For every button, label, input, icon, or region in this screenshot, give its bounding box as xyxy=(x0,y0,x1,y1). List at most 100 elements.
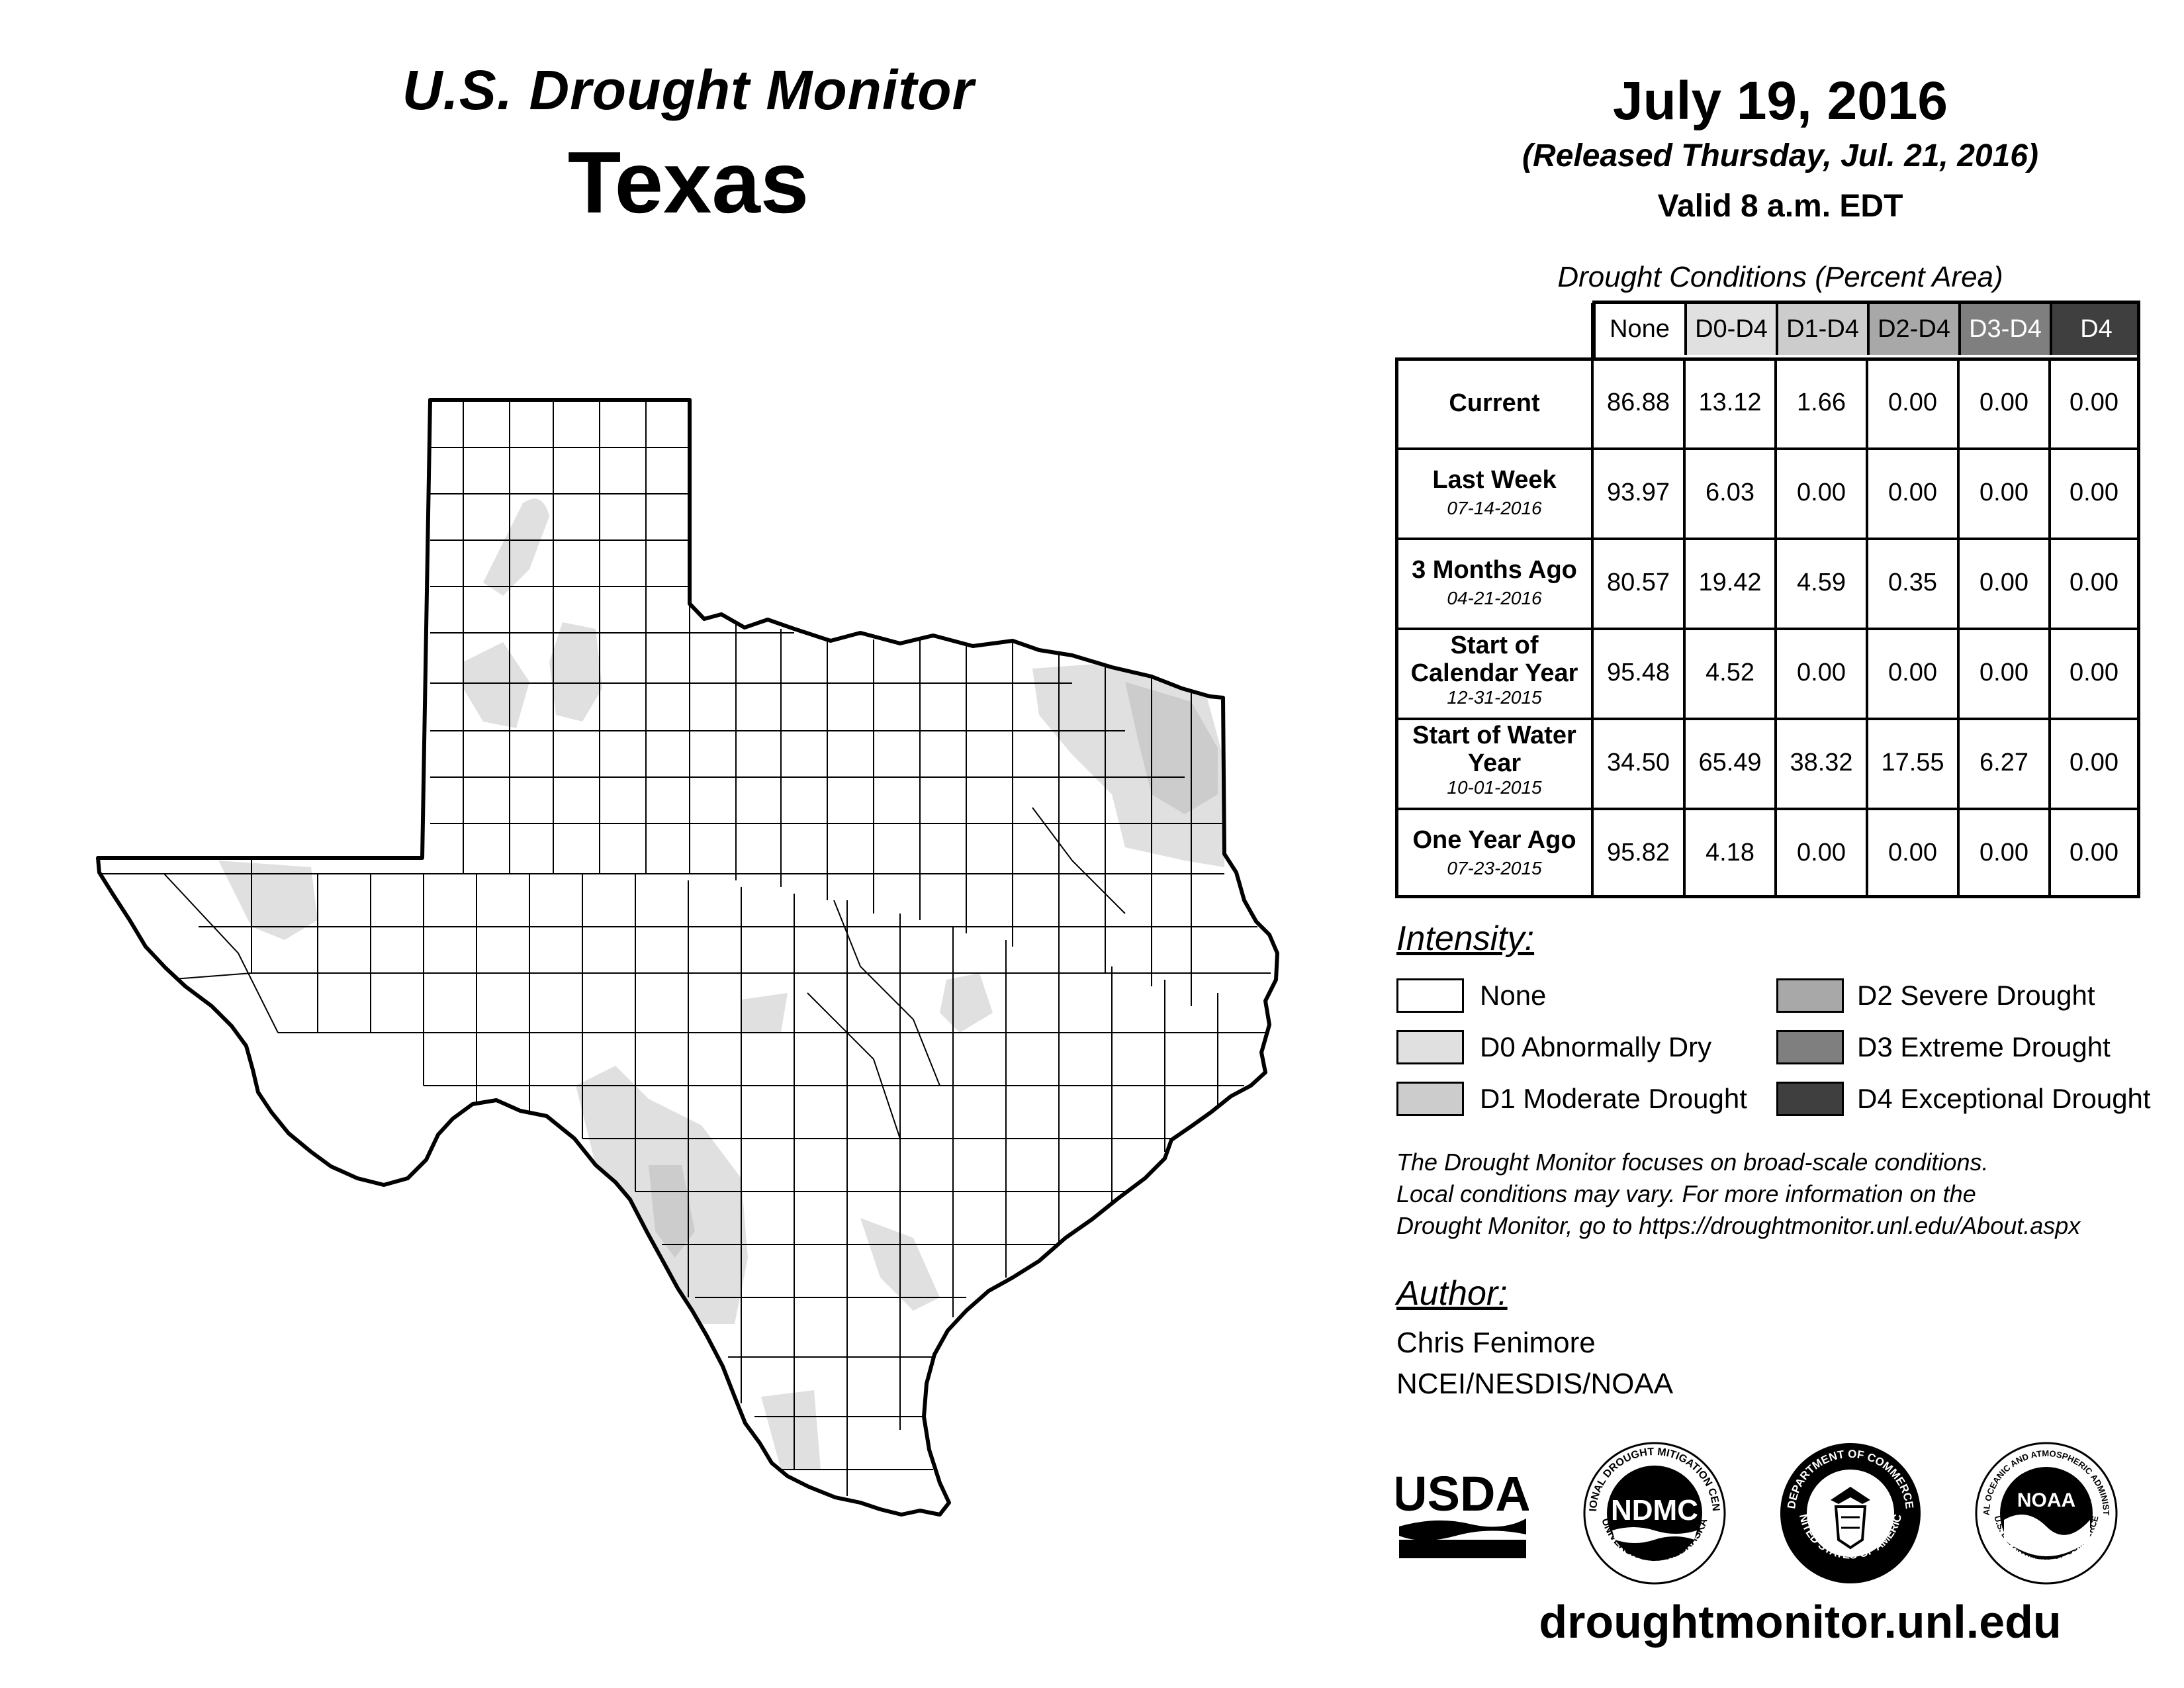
legend-label-d3: D3 Extreme Drought xyxy=(1857,1031,2111,1062)
row-date: 12-31-2015 xyxy=(1447,687,1542,708)
column-header-frame xyxy=(1592,301,2140,357)
ndmc-logo-text: NDMC xyxy=(1611,1494,1698,1526)
table-cell: 0.00 xyxy=(2070,568,2118,596)
row-date: 10-01-2015 xyxy=(1447,777,1542,798)
column-header-d3-d4: D3-D4 xyxy=(1958,303,2050,355)
noaa-logo-text: NOAA xyxy=(2017,1489,2075,1511)
row-label: One Year Ago xyxy=(1412,826,1576,854)
noaa-logo: NATIONAL OCEANIC AND ATMOSPHERIC ADMINIS… xyxy=(1974,1440,2118,1585)
d1-area-northeast xyxy=(1125,682,1218,814)
table-cell: 4.59 xyxy=(1797,568,1846,596)
legend-swatch-d4 xyxy=(1776,1082,1844,1116)
table-row-start-of-calendar-year: Start of Calendar Year 12-31-2015 xyxy=(1396,632,1592,708)
legend-swatch-d1 xyxy=(1396,1082,1464,1116)
table-cell: 65.49 xyxy=(1698,748,1762,776)
legend-label-d1: D1 Moderate Drought xyxy=(1480,1083,1747,1114)
table-cell: 1.66 xyxy=(1797,388,1846,416)
usda-logo-text: USDA xyxy=(1396,1466,1529,1521)
table-cell: 80.57 xyxy=(1606,568,1670,596)
legend-swatch-d0 xyxy=(1396,1030,1464,1064)
footer-url[interactable]: droughtmonitor.unl.edu xyxy=(1539,1596,2062,1648)
disclaimer-note: The Drought Monitor focuses on broad-sca… xyxy=(1396,1147,2184,1242)
table-divider xyxy=(1395,447,2140,450)
row-label: Current xyxy=(1449,389,1540,417)
conditions-caption: Drought Conditions (Percent Area) xyxy=(1557,261,2003,293)
state-title: Texas xyxy=(567,134,809,231)
table-cell: 0.35 xyxy=(1888,568,1937,596)
table-cell: 13.12 xyxy=(1698,388,1762,416)
d0-area-central xyxy=(940,973,993,1033)
author-org: NCEI/NESDIS/NOAA xyxy=(1396,1368,1674,1400)
table-cell: 0.00 xyxy=(1979,838,2028,867)
note-line: Drought Monitor, go to https://droughtmo… xyxy=(1396,1212,2081,1239)
table-cell: 0.00 xyxy=(1979,478,2028,506)
table-cell: 0.00 xyxy=(2070,748,2118,776)
row-label: Last Week xyxy=(1432,466,1557,494)
usda-logo: USDA xyxy=(1396,1466,1529,1558)
legend-title: Intensity: xyxy=(1396,919,1535,958)
table-cell: 0.00 xyxy=(2070,388,2118,416)
table-cell: 95.82 xyxy=(1606,838,1670,867)
legend-swatch-d3 xyxy=(1776,1030,1844,1064)
valid-time: Valid 8 a.m. EDT xyxy=(1657,189,1903,224)
table-cell: 17.55 xyxy=(1881,748,1944,776)
texas-drought-map xyxy=(0,0,1377,1688)
page-title: U.S. Drought Monitor xyxy=(402,59,975,121)
table-cell: 0.00 xyxy=(2070,838,2118,867)
table-cell: 95.48 xyxy=(1606,658,1670,686)
d0-area-panhandle xyxy=(483,498,549,596)
table-divider xyxy=(1395,808,2140,810)
table-cell: 0.00 xyxy=(1979,388,2028,416)
d0-area-valley xyxy=(761,1390,821,1470)
d0-area-west xyxy=(218,861,318,940)
column-header-d1-d4: D1-D4 xyxy=(1776,303,1867,355)
table-cell: 6.03 xyxy=(1706,478,1754,506)
legend-label-none: None xyxy=(1480,980,1547,1011)
table-cell: 0.00 xyxy=(1888,388,1937,416)
d1-area-south-texas xyxy=(649,1165,695,1258)
table-cell: 4.52 xyxy=(1706,658,1754,686)
note-line: The Drought Monitor focuses on broad-sca… xyxy=(1396,1149,1989,1176)
table-cell: 0.00 xyxy=(2070,658,2118,686)
table-cell: 0.00 xyxy=(1797,478,1846,506)
table-cell: 19.42 xyxy=(1698,568,1762,596)
table-row-one-year-ago: One Year Ago 07-23-2015 xyxy=(1396,826,1592,879)
table-divider xyxy=(1395,628,2140,630)
column-header-d0-d4: D0-D4 xyxy=(1684,303,1776,355)
table-cell: 0.00 xyxy=(1888,838,1937,867)
row-date: 07-14-2016 xyxy=(1447,498,1542,518)
table-divider xyxy=(1591,303,1594,898)
row-label: Start of Calendar Year xyxy=(1410,632,1578,687)
release-date: (Released Thursday, Jul. 21, 2016) xyxy=(1522,138,2038,173)
table-cell: 93.97 xyxy=(1606,478,1670,506)
table-cell: 38.32 xyxy=(1790,748,1853,776)
table-cell: 34.50 xyxy=(1606,748,1670,776)
table-cell: 0.00 xyxy=(1888,658,1937,686)
table-cell: 0.00 xyxy=(1888,478,1937,506)
table-cell: 0.00 xyxy=(1797,658,1846,686)
row-label: 3 Months Ago xyxy=(1412,556,1577,584)
table-cell: 86.88 xyxy=(1606,388,1670,416)
table-row-current: Current xyxy=(1396,389,1592,417)
row-date: 07-23-2015 xyxy=(1447,858,1542,878)
table-divider xyxy=(1395,538,2140,540)
legend-label-d2: D2 Severe Drought xyxy=(1857,980,2095,1011)
table-divider xyxy=(1395,718,2140,720)
doc-logo: DEPARTMENT OF COMMERCE UNITED STATES OF … xyxy=(1778,1440,1921,1583)
ndmc-logo: NATIONAL DROUGHT MITIGATION CENTER UNIVE… xyxy=(1582,1440,1726,1585)
note-line: Local conditions may vary. For more info… xyxy=(1396,1180,1976,1207)
column-header-none: None xyxy=(1592,303,1684,355)
county-lines xyxy=(102,400,1271,1496)
legend-label-d0: D0 Abnormally Dry xyxy=(1480,1031,1712,1062)
legend-swatch-none xyxy=(1396,978,1464,1013)
d0-area-hill-country xyxy=(741,993,788,1033)
legend-swatch-d2 xyxy=(1776,978,1844,1013)
row-label: Start of Water Year xyxy=(1412,722,1576,777)
column-header-d4: D4 xyxy=(2050,303,2140,355)
d0-area-north-plains xyxy=(463,642,529,728)
author-title: Author: xyxy=(1396,1274,1508,1313)
row-date: 04-21-2016 xyxy=(1447,588,1542,608)
table-cell: 0.00 xyxy=(1979,568,2028,596)
table-cell: 0.00 xyxy=(1979,658,2028,686)
table-cell: 6.27 xyxy=(1979,748,2028,776)
